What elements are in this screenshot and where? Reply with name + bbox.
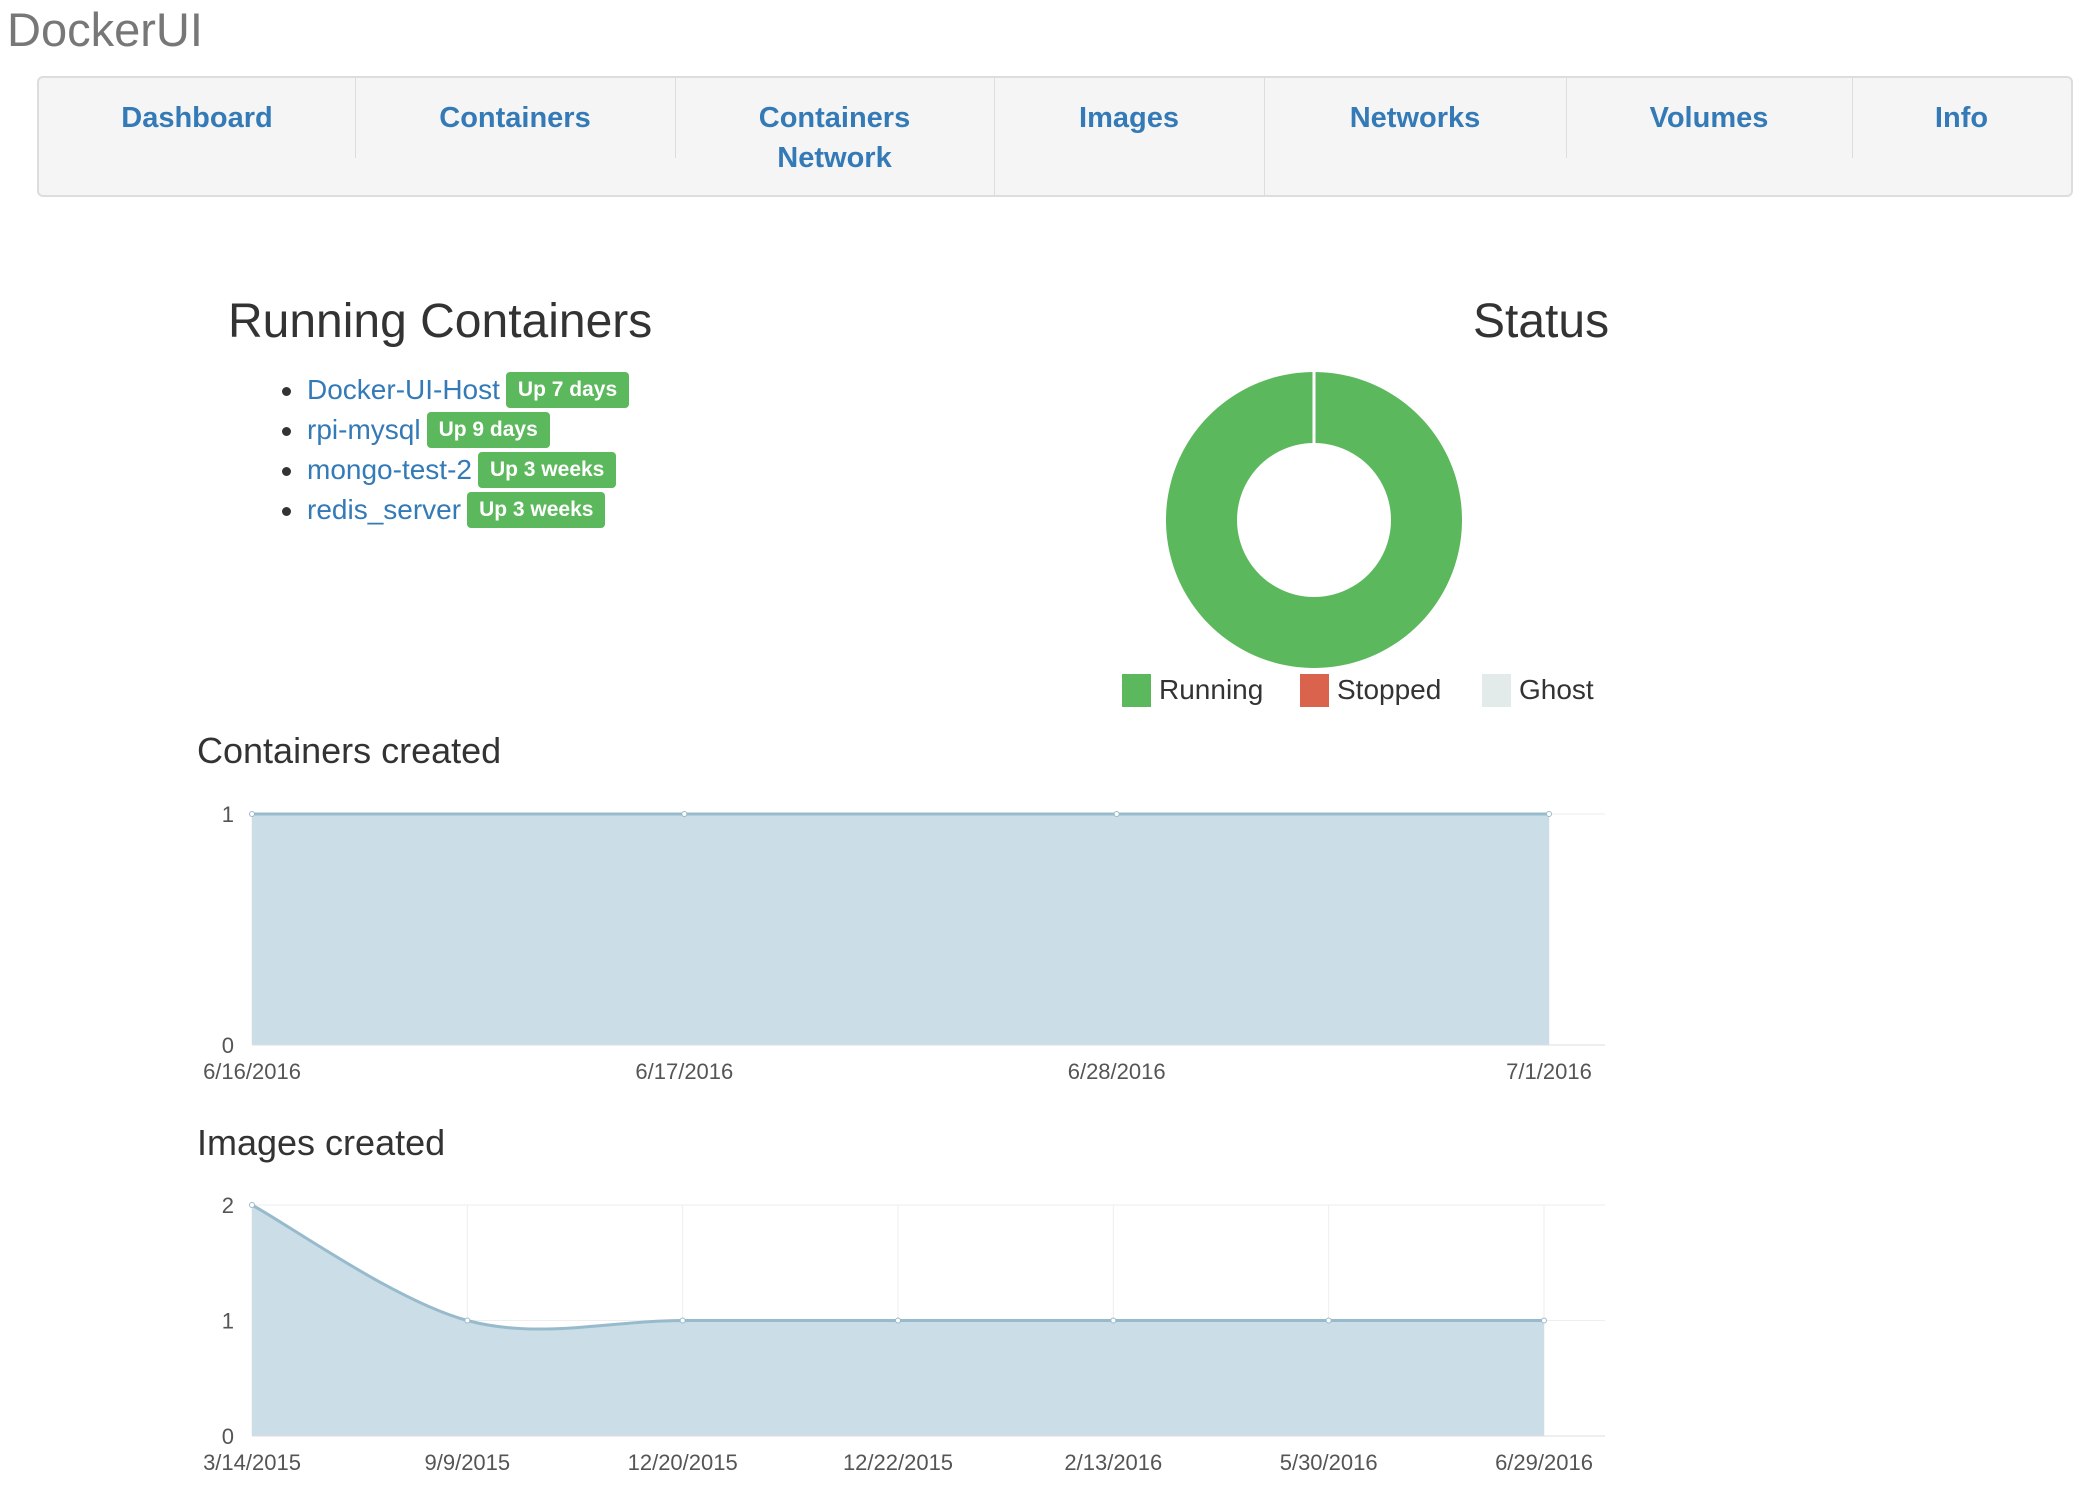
nav-dashboard[interactable]: Dashboard [39, 78, 355, 195]
data-point [895, 1317, 901, 1324]
nav-divider [1852, 78, 1853, 158]
bullet-icon [282, 387, 291, 396]
x-tick-label: 6/28/2016 [1068, 1059, 1166, 1084]
status-heading: Status [1473, 295, 1610, 348]
containers-created-title: Containers created [197, 730, 502, 771]
status-badge: Up 7 days [505, 372, 630, 408]
legend-swatch [1482, 673, 1511, 707]
nav-containers-network-label: Containers [758, 102, 911, 134]
container-link[interactable]: redis_server [307, 494, 462, 525]
nav-divider [1566, 78, 1567, 158]
nav-images[interactable]: Images [994, 78, 1264, 195]
container-link[interactable]: Docker-UI-Host [307, 374, 500, 405]
nav-containers-label: Containers [439, 102, 591, 134]
containers-created-chart: 0 1 6/16/2016 6/17/2016 6/28/2016 7/1/2016 [203, 802, 1605, 1084]
y-tick-label: 1 [222, 1309, 234, 1334]
container-link[interactable]: rpi-mysql [307, 414, 421, 445]
y-tick-label: 0 [222, 1033, 234, 1058]
nav-networks[interactable]: Networks [1264, 78, 1566, 195]
y-tick-label: 2 [222, 1193, 234, 1218]
data-point [681, 811, 688, 817]
x-tick-label: 6/17/2016 [635, 1059, 733, 1084]
nav-containers-network[interactable]: Containers Network [675, 78, 994, 195]
nav-divider [675, 78, 676, 158]
nav-dashboard-label: Dashboard [121, 102, 273, 134]
nav-info-label: Info [1934, 102, 1989, 134]
nav-info[interactable]: Info [1852, 78, 2071, 195]
container-link[interactable]: mongo-test-2 [307, 454, 472, 485]
nav-divider [1264, 78, 1265, 195]
nav-containers[interactable]: Containers [355, 78, 675, 195]
nav-divider [355, 78, 356, 158]
running-container-item: redis_server Up 3 weeks [282, 490, 629, 530]
running-container-item: mongo-test-2 Up 3 weeks [282, 450, 629, 490]
x-tick-label: 5/30/2016 [1280, 1450, 1378, 1475]
x-tick-label: 9/9/2015 [425, 1450, 511, 1475]
donut-slice-running [1165, 372, 1462, 668]
data-point [1541, 1317, 1547, 1324]
running-container-item: Docker-UI-Host Up 7 days [282, 370, 630, 410]
legend-item-ghost: Ghost [1482, 672, 1594, 708]
running-container-item: rpi-mysql Up 9 days [282, 410, 629, 450]
status-donut-chart [1164, 370, 1464, 670]
x-tick-label: 2/13/2016 [1064, 1450, 1162, 1475]
images-created-chart: 0 1 2 3/14/2015 9/9/2015 12/20/2015 12/22/2015… [203, 1193, 1605, 1475]
x-tick-label: 12/20/2015 [628, 1450, 738, 1475]
legend-swatch [1300, 673, 1329, 707]
y-tick-label: 1 [222, 802, 234, 827]
status-badge: Up 9 days [426, 412, 550, 448]
legend-swatch [1122, 673, 1151, 707]
bullet-icon [282, 507, 291, 516]
legend-label: Stopped [1337, 674, 1442, 705]
legend-item-stopped: Stopped [1300, 672, 1441, 708]
data-point [679, 1317, 686, 1324]
running-containers-list: Docker-UI-Host Up 7 days rpi-mysql Up 9 day… [282, 370, 630, 530]
data-point [464, 1317, 471, 1324]
x-tick-label: 12/22/2015 [843, 1450, 953, 1475]
legend-label: Ghost [1519, 674, 1594, 705]
x-tick-label: 6/29/2016 [1495, 1450, 1593, 1475]
nav-networks-label: Networks [1349, 102, 1481, 134]
y-tick-label: 0 [222, 1424, 234, 1449]
legend-item-running: Running [1122, 672, 1263, 708]
brand-title[interactable]: DockerUI [7, 3, 203, 56]
x-tick-label: 3/14/2015 [203, 1450, 301, 1475]
data-point [1110, 1317, 1117, 1324]
area-fill [252, 814, 1549, 1045]
data-point [249, 811, 255, 817]
status-badge: Up 3 weeks [477, 452, 617, 488]
main-navbar: Dashboard Containers Containers Network Imag… [37, 76, 2073, 197]
bullet-icon [282, 427, 291, 436]
x-tick-label: 6/16/2016 [203, 1059, 301, 1084]
bullet-icon [282, 467, 291, 476]
x-tick-label: 7/1/2016 [1506, 1059, 1592, 1084]
data-point [249, 1202, 255, 1208]
status-donut-svg [1165, 372, 1462, 668]
status-badge: Up 3 weeks [467, 492, 606, 528]
data-point [1325, 1317, 1332, 1324]
data-point [1546, 811, 1552, 817]
nav-divider [994, 78, 995, 195]
nav-volumes-label: Volumes [1649, 102, 1769, 134]
running-containers-heading: Running Containers [228, 295, 653, 348]
images-created-title: Images created [197, 1122, 446, 1163]
data-point [1113, 811, 1120, 817]
nav-volumes[interactable]: Volumes [1566, 78, 1852, 195]
legend-label: Running [1159, 674, 1264, 705]
nav-containers-network-label-line2: Network [777, 142, 892, 174]
nav-images-label: Images [1079, 102, 1179, 134]
